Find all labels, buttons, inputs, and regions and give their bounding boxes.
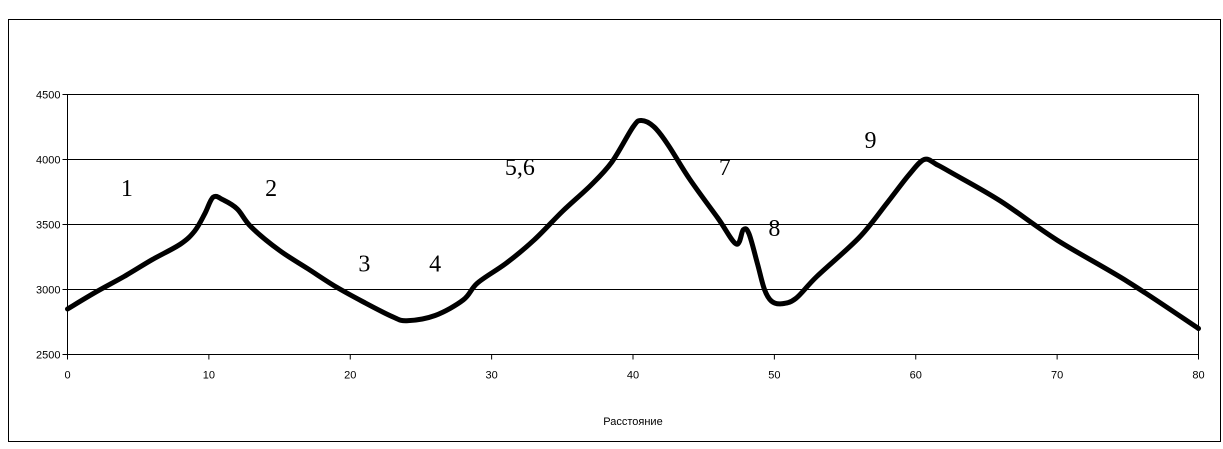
grid-lines <box>67 159 1199 290</box>
y-tick-label: 3500 <box>36 220 60 232</box>
annotation-label: 7 <box>719 155 731 181</box>
x-tick-label: 30 <box>486 370 498 382</box>
x-tick-label: 40 <box>627 370 639 382</box>
x-axis-title: Расстояние <box>603 416 662 428</box>
segment-annotations: 1 2 3 4 5,6 7 8 9 <box>121 128 877 277</box>
x-tick-label: 70 <box>1051 370 1063 382</box>
annotation-label: 9 <box>865 128 877 154</box>
x-tick-label: 50 <box>768 370 780 382</box>
elevation-series-line <box>65 117 1201 331</box>
annotation-label: 4 <box>429 251 441 277</box>
annotation-label: 1 <box>121 176 133 202</box>
annotation-label: 5,6 <box>505 155 535 181</box>
y-tick-label: 3000 <box>36 285 60 297</box>
tick-labels: 2500 3000 3500 4000 4500 0 10 20 30 40 50 60 70 80 <box>36 90 1205 382</box>
x-tick-label: 80 <box>1192 370 1204 382</box>
axis-ticks <box>62 94 1199 360</box>
x-tick-label: 0 <box>64 370 70 382</box>
annotation-label: 2 <box>265 176 277 202</box>
annotation-label: 3 <box>358 251 370 277</box>
annotation-label: 8 <box>768 216 780 242</box>
x-tick-label: 60 <box>910 370 922 382</box>
y-tick-label: 4500 <box>36 90 60 102</box>
y-tick-label: 4000 <box>36 155 60 167</box>
x-tick-label: 10 <box>203 370 215 382</box>
y-tick-label: 2500 <box>36 350 60 362</box>
x-tick-label: 20 <box>344 370 356 382</box>
